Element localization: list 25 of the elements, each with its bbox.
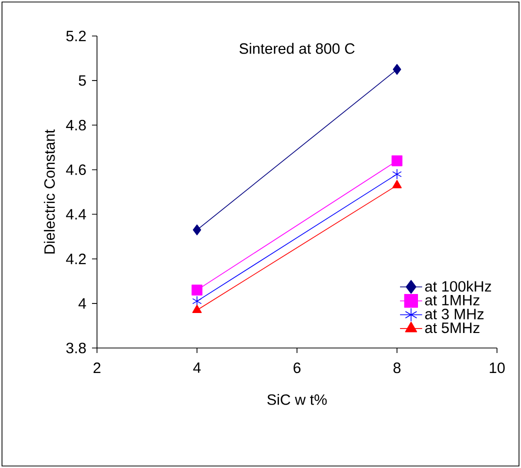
chart-title: Sintered at 800 C — [240, 42, 355, 54]
y-tick-label: 3.8 — [66, 342, 86, 354]
y-tick-label: 4.8 — [66, 120, 86, 130]
y-tick-label: 5.2 — [66, 30, 86, 42]
x-tick-label: 8 — [393, 362, 400, 374]
y-tick-label: 5 — [78, 75, 86, 86]
y-axis-title: Dielectric Constant — [44, 129, 55, 254]
y-tick-label: 4 — [78, 298, 86, 309]
legend-label: at 1MHz — [425, 295, 480, 306]
y-tick-label: 4.6 — [66, 164, 86, 175]
point — [392, 155, 402, 166]
legend-label: at 3 MHz — [425, 308, 484, 320]
point — [392, 168, 402, 180]
x-tick-label: 6 — [294, 362, 300, 374]
legend-label: at 100kHz — [425, 280, 492, 292]
point — [192, 284, 202, 296]
legend-label: at 5MHz — [425, 322, 480, 334]
x-tick-label: 10 — [490, 362, 505, 374]
point — [392, 64, 402, 75]
x-tick-label: 4 — [193, 362, 201, 373]
y-tick-label: 4.4 — [66, 209, 86, 220]
y-tick-label: 4.2 — [66, 254, 86, 264]
x-tick-label: 2 — [94, 362, 100, 373]
point — [192, 224, 202, 236]
x-axis-title: SiC w t% — [267, 394, 327, 405]
